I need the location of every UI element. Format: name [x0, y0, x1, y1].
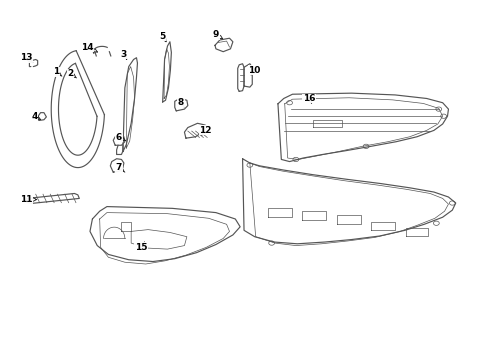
Text: 4: 4	[31, 112, 41, 121]
Text: 3: 3	[121, 50, 127, 59]
Text: 13: 13	[20, 53, 33, 63]
Text: 5: 5	[160, 32, 166, 42]
Text: 8: 8	[178, 98, 184, 107]
Text: 14: 14	[81, 42, 98, 52]
Text: 7: 7	[116, 163, 125, 172]
Text: 9: 9	[213, 30, 222, 39]
Text: 15: 15	[135, 242, 147, 252]
Text: 2: 2	[68, 69, 76, 78]
Text: 1: 1	[53, 67, 62, 76]
Text: 16: 16	[303, 94, 315, 103]
Text: 10: 10	[248, 66, 261, 75]
Text: 6: 6	[116, 133, 125, 142]
Text: 11: 11	[20, 195, 37, 204]
Text: 12: 12	[199, 126, 212, 135]
